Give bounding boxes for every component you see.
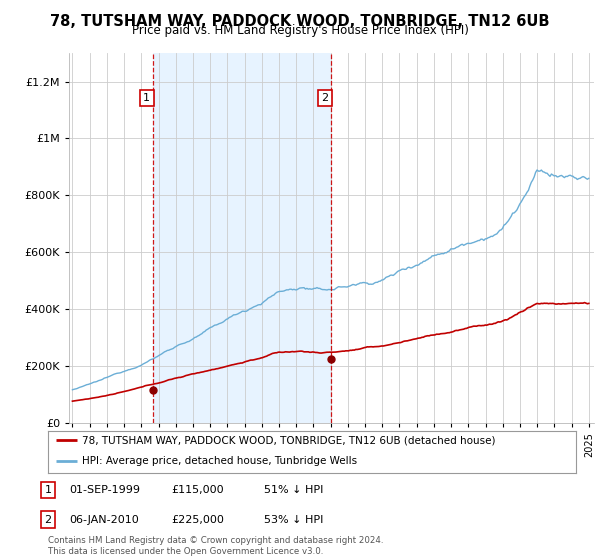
Text: Contains HM Land Registry data © Crown copyright and database right 2024.
This d: Contains HM Land Registry data © Crown c… <box>48 536 383 556</box>
Text: 78, TUTSHAM WAY, PADDOCK WOOD, TONBRIDGE, TN12 6UB (detached house): 78, TUTSHAM WAY, PADDOCK WOOD, TONBRIDGE… <box>82 436 496 445</box>
Text: 06-JAN-2010: 06-JAN-2010 <box>69 515 139 525</box>
Text: £115,000: £115,000 <box>171 485 224 495</box>
Text: 2: 2 <box>44 515 52 525</box>
Text: 53% ↓ HPI: 53% ↓ HPI <box>264 515 323 525</box>
Text: HPI: Average price, detached house, Tunbridge Wells: HPI: Average price, detached house, Tunb… <box>82 456 358 466</box>
Text: 2: 2 <box>321 93 328 103</box>
Text: Price paid vs. HM Land Registry's House Price Index (HPI): Price paid vs. HM Land Registry's House … <box>131 24 469 37</box>
Text: 01-SEP-1999: 01-SEP-1999 <box>69 485 140 495</box>
Text: 1: 1 <box>44 485 52 495</box>
Text: £225,000: £225,000 <box>171 515 224 525</box>
Bar <box>153 53 331 423</box>
Text: 1: 1 <box>143 93 150 103</box>
Text: 51% ↓ HPI: 51% ↓ HPI <box>264 485 323 495</box>
Text: 78, TUTSHAM WAY, PADDOCK WOOD, TONBRIDGE, TN12 6UB: 78, TUTSHAM WAY, PADDOCK WOOD, TONBRIDGE… <box>50 14 550 29</box>
